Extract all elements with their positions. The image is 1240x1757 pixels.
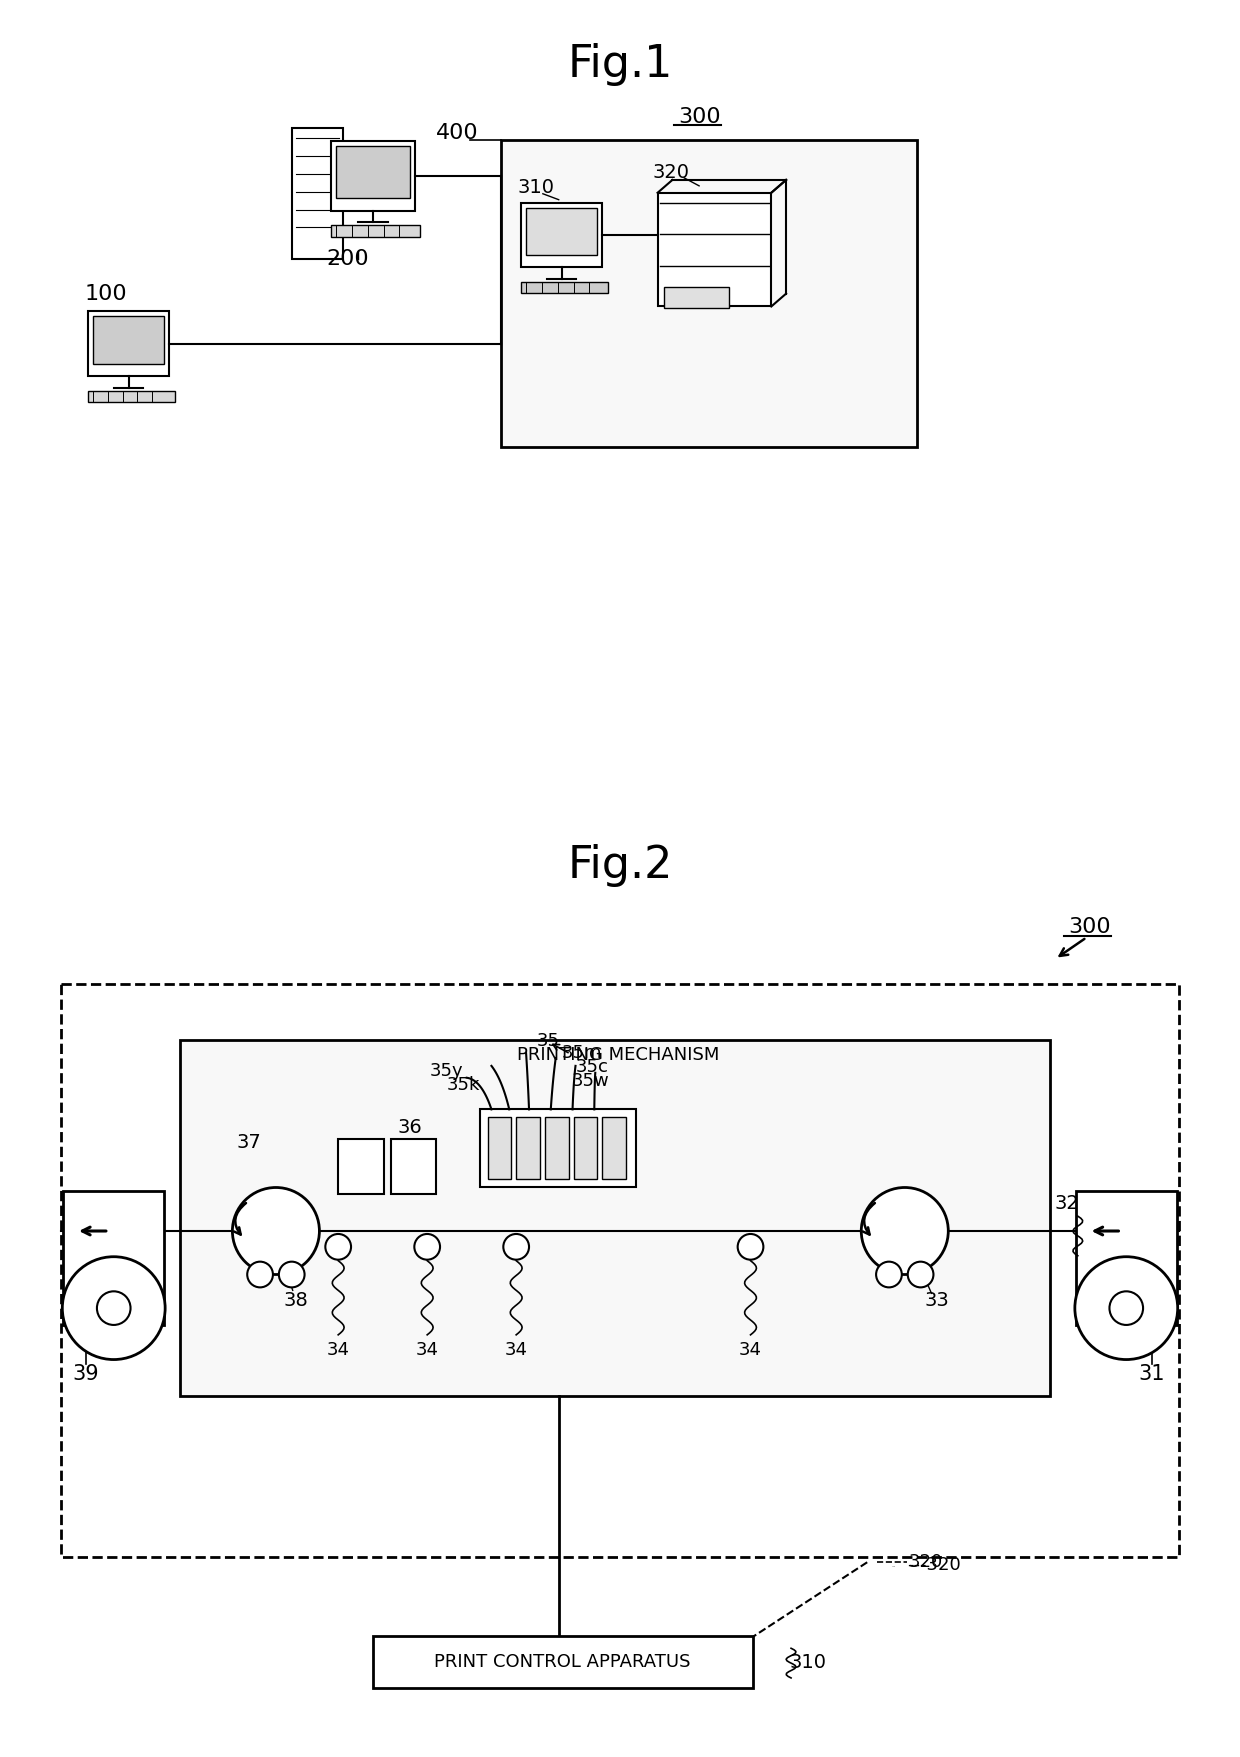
Text: 38: 38	[283, 1291, 308, 1309]
Bar	[480, 1109, 636, 1186]
Bar	[61, 984, 1179, 1557]
Bar	[526, 207, 598, 255]
Circle shape	[1110, 1291, 1143, 1325]
Text: 320: 320	[909, 1553, 942, 1571]
Text: 37: 37	[237, 1133, 262, 1151]
Bar	[665, 286, 729, 309]
Circle shape	[62, 1256, 165, 1360]
Circle shape	[1075, 1256, 1178, 1360]
Bar	[657, 193, 771, 306]
Bar	[291, 128, 343, 258]
Text: 32: 32	[1054, 1193, 1079, 1212]
Circle shape	[503, 1233, 529, 1260]
Text: PRINTING MECHANISM: PRINTING MECHANISM	[517, 1045, 719, 1065]
Text: 31: 31	[1138, 1365, 1166, 1385]
Text: 310: 310	[517, 177, 554, 197]
Text: PRINT CONTROL APPARATUS: PRINT CONTROL APPARATUS	[434, 1653, 691, 1671]
Text: Fig.1: Fig.1	[568, 42, 672, 86]
Bar	[603, 1117, 626, 1179]
Circle shape	[877, 1262, 901, 1288]
Bar	[521, 202, 603, 267]
Bar	[574, 1117, 598, 1179]
Text: 35k: 35k	[448, 1075, 480, 1093]
Bar	[487, 1117, 511, 1179]
Text: 100: 100	[84, 283, 128, 304]
Circle shape	[325, 1233, 351, 1260]
Text: 35c: 35c	[575, 1058, 609, 1075]
Text: 33: 33	[924, 1291, 949, 1309]
Text: 35y: 35y	[430, 1061, 464, 1081]
Text: 34: 34	[326, 1341, 350, 1358]
Text: 39: 39	[73, 1365, 99, 1385]
Bar	[1076, 1191, 1177, 1325]
Text: ---320: ---320	[906, 1557, 961, 1574]
Text: 34: 34	[505, 1341, 528, 1358]
Bar	[331, 225, 420, 237]
Bar	[373, 1636, 754, 1688]
Text: 36: 36	[397, 1117, 422, 1137]
Text: 35m: 35m	[562, 1044, 603, 1061]
Circle shape	[232, 1188, 320, 1274]
Circle shape	[414, 1233, 440, 1260]
Circle shape	[908, 1262, 934, 1288]
Text: 34: 34	[739, 1341, 763, 1358]
Text: 35: 35	[537, 1031, 559, 1051]
Text: Fig.2: Fig.2	[567, 843, 673, 887]
Text: 310: 310	[790, 1653, 826, 1671]
Circle shape	[862, 1188, 949, 1274]
Text: 300: 300	[1069, 917, 1111, 938]
Text: 300: 300	[678, 107, 720, 127]
Text: 320: 320	[653, 163, 689, 183]
Text: 35w: 35w	[572, 1072, 609, 1089]
Bar	[180, 1040, 1050, 1397]
Text: 200: 200	[327, 249, 370, 269]
Circle shape	[97, 1291, 130, 1325]
Bar	[63, 1191, 164, 1325]
Bar	[391, 1139, 436, 1195]
Bar	[501, 141, 916, 446]
Bar	[544, 1117, 569, 1179]
Bar	[88, 390, 175, 402]
Circle shape	[247, 1262, 273, 1288]
Bar	[336, 146, 410, 199]
Bar	[331, 141, 415, 211]
Text: 34: 34	[415, 1341, 439, 1358]
Bar	[521, 281, 608, 293]
Circle shape	[738, 1233, 764, 1260]
Bar	[93, 316, 164, 364]
Bar	[516, 1117, 539, 1179]
Bar	[339, 1139, 383, 1195]
Text: 400: 400	[435, 123, 479, 144]
Circle shape	[279, 1262, 305, 1288]
Bar	[88, 311, 169, 376]
